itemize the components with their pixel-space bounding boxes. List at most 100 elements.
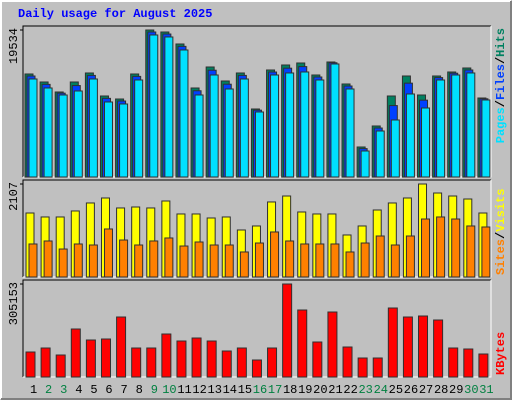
- bar: [58, 248, 68, 278]
- x-tick-label: 14: [223, 383, 237, 397]
- bar: [28, 78, 38, 178]
- x-tick-label: 3: [60, 383, 67, 397]
- bar: [405, 93, 415, 178]
- bar: [236, 347, 247, 378]
- bar: [342, 346, 353, 378]
- bar: [297, 309, 308, 378]
- bar: [43, 87, 53, 178]
- x-tick-label: 20: [313, 383, 327, 397]
- bar: [103, 101, 113, 178]
- bar: [315, 243, 325, 278]
- x-tick-label: 27: [419, 383, 433, 397]
- x-tick-label: 22: [343, 383, 357, 397]
- bar: [270, 74, 280, 178]
- bar: [25, 351, 36, 378]
- bar: [179, 49, 189, 178]
- legend-separator: /: [494, 100, 508, 107]
- legend-separator: /: [494, 57, 508, 64]
- bar: [100, 338, 111, 378]
- y-tick-label: 19534: [7, 28, 21, 64]
- bar: [375, 235, 385, 278]
- bar: [481, 226, 491, 278]
- bar: [131, 347, 142, 378]
- bar: [70, 328, 81, 378]
- bar: [402, 316, 413, 378]
- bar: [149, 240, 159, 278]
- bar: [345, 251, 355, 278]
- x-tick-label: 15: [238, 383, 252, 397]
- legend-entry: Hits: [494, 28, 508, 57]
- bar: [478, 353, 489, 378]
- bar: [451, 74, 461, 178]
- bar: [206, 340, 217, 378]
- bar: [85, 339, 96, 378]
- bar: [267, 347, 278, 378]
- y-tick-label: 305153: [7, 282, 21, 325]
- bar: [55, 354, 66, 378]
- x-tick-label: 29: [449, 383, 463, 397]
- bar: [421, 218, 431, 278]
- bar: [421, 107, 431, 178]
- bar: [448, 347, 459, 378]
- bar: [466, 225, 476, 278]
- legend: Pages/Files/Hits: [494, 28, 508, 143]
- x-tick-label: 24: [374, 383, 388, 397]
- bar: [179, 245, 189, 278]
- bar: [194, 94, 204, 178]
- bar: [481, 99, 491, 178]
- x-tick-label: 2: [45, 383, 52, 397]
- bar: [43, 240, 53, 278]
- bar: [436, 216, 446, 278]
- bar: [360, 150, 370, 178]
- x-tick-label: 9: [151, 383, 158, 397]
- bar: [312, 341, 323, 378]
- bar: [300, 71, 310, 178]
- bar: [224, 88, 234, 178]
- bar: [58, 94, 68, 178]
- bar: [327, 311, 338, 378]
- bar: [433, 319, 444, 378]
- bar: [282, 283, 293, 378]
- legend-entry: Files: [494, 64, 508, 100]
- bar: [88, 78, 98, 178]
- bar: [88, 244, 98, 278]
- bar: [254, 242, 264, 278]
- x-tick-label: 31: [479, 383, 493, 397]
- legend-separator: /: [494, 232, 508, 239]
- x-tick-label: 17: [268, 383, 282, 397]
- bar: [405, 235, 415, 278]
- x-tick-label: 10: [162, 383, 176, 397]
- x-tick-label: 30: [464, 383, 478, 397]
- x-tick-label: 4: [75, 383, 82, 397]
- bar: [451, 218, 461, 278]
- bar: [161, 333, 172, 378]
- legend: KBytes: [494, 332, 508, 375]
- bar: [119, 239, 129, 278]
- bar: [239, 78, 249, 178]
- bar: [345, 88, 355, 178]
- bar: [285, 240, 295, 278]
- bar: [176, 340, 187, 378]
- x-tick-label: 7: [121, 383, 128, 397]
- bar: [239, 251, 249, 278]
- bar: [194, 241, 204, 278]
- x-tick-label: 13: [208, 383, 222, 397]
- x-tick-label: 23: [358, 383, 372, 397]
- bar: [134, 244, 144, 278]
- plot-bevel: [22, 279, 491, 377]
- bar: [390, 244, 400, 278]
- x-tick-label: 12: [192, 383, 206, 397]
- bar: [270, 231, 280, 278]
- x-tick-label: 28: [434, 383, 448, 397]
- y-tick-label: 2107: [7, 182, 21, 211]
- plot-bevel: [22, 179, 491, 277]
- bar: [28, 243, 38, 278]
- bar: [436, 79, 446, 178]
- x-tick-label: 21: [328, 383, 342, 397]
- x-tick-label: 6: [105, 383, 112, 397]
- bar: [466, 72, 476, 178]
- bar: [116, 316, 127, 378]
- bar: [330, 243, 340, 278]
